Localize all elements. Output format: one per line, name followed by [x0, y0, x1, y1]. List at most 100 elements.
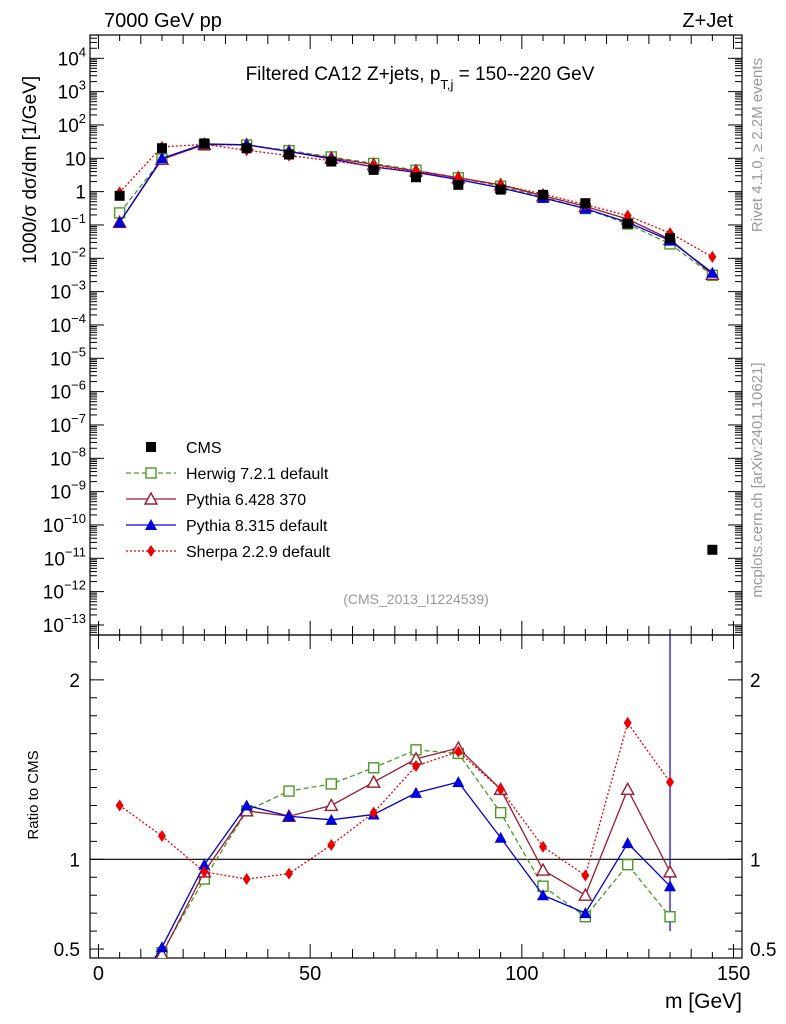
- header-left: 7000 GeV pp: [104, 10, 222, 32]
- ratio-point-herwig: [664, 911, 676, 923]
- ratio-line-pythia6: [158, 747, 671, 958]
- ratio-point-pythia8: [452, 776, 465, 788]
- y-tick-label: 10−1: [50, 211, 86, 237]
- ratio-point-herwig: [325, 778, 338, 790]
- ratio-point-sherpa: [623, 716, 632, 729]
- ratio-y-tick-label-right: 2: [750, 671, 761, 692]
- data-point-cms: [453, 179, 464, 190]
- main-title: Filtered CA12 Z+jets, pT,j = 150--220 Ge…: [246, 64, 595, 92]
- ratio-point-sherpa: [454, 745, 463, 758]
- rivet-label: Rivet 4.1.0, ≥ 2.2M events: [749, 58, 766, 232]
- x-tick-labels: 0 50 100 150: [93, 963, 750, 985]
- legend-item-pythia8: Pythia 8.315 default: [126, 518, 328, 535]
- ratio-y-axis-label: Ratio to CMS: [25, 750, 42, 839]
- ratio-point-pythia8: [621, 837, 634, 849]
- ratio-point-pythia8: [579, 907, 592, 919]
- data-point-cms: [241, 143, 252, 154]
- ratio-point-sherpa: [666, 776, 675, 789]
- ratio-point-pythia6: [662, 864, 678, 878]
- ratio-y-tick-label-left: 0.5: [54, 940, 80, 961]
- ratio-point-pythia8: [240, 799, 253, 811]
- x-tick-label: 100: [505, 963, 538, 985]
- ratio-y-tick-label-right: 1: [750, 850, 761, 871]
- data-point-cms: [665, 233, 676, 244]
- ratio-axis-ticks: [90, 635, 742, 958]
- y-tick-label: 10−12: [43, 578, 86, 604]
- ratio-series-group: [115, 635, 678, 958]
- legend-marker-pythia6: [143, 491, 159, 505]
- series-cms: [114, 138, 718, 555]
- ratio-point-pythia8: [325, 813, 338, 825]
- data-point-cms: [538, 189, 549, 200]
- legend-item-pythia6: Pythia 6.428 370: [126, 491, 306, 509]
- ratio-point-pythia6: [324, 798, 339, 812]
- x-tick-label: 50: [299, 963, 321, 985]
- ratio-point-pythia8: [494, 831, 507, 843]
- ratio-series-herwig: [153, 744, 676, 958]
- mcplots-label: mcplots.cern.ch [arXiv:2401.10621]: [749, 362, 766, 597]
- y-tick-label: 104: [58, 44, 86, 70]
- main-y-tick-labels: 10410310210110−110−210−310−410−510−610−7…: [43, 44, 86, 637]
- ratio-series-pythia8: [153, 776, 677, 958]
- legend-label-cms: CMS: [186, 440, 222, 457]
- ratio-point-sherpa: [200, 865, 209, 878]
- legend-marker-pythia8: [145, 519, 157, 530]
- ratio-clip-group: [115, 635, 678, 958]
- ratio-line-pythia8: [153, 781, 671, 958]
- y-tick-label: 1: [75, 183, 86, 204]
- y-tick-label: 10−9: [50, 478, 86, 504]
- y-tick-label: 10−11: [44, 544, 86, 570]
- ratio-y-tick-label-right: 0.5: [750, 940, 776, 961]
- ratio-point-sherpa: [242, 873, 251, 886]
- ratio-point-pythia8: [282, 810, 295, 822]
- data-point-cms: [368, 164, 379, 175]
- ratio-line-sherpa: [119, 721, 671, 880]
- ratio-point-herwig: [283, 785, 295, 797]
- ratio-y-tick-label-left: 1: [69, 850, 80, 871]
- y-tick-label: 10−3: [50, 278, 86, 304]
- ratio-point-sherpa: [327, 838, 336, 851]
- data-point-pythia8: [706, 266, 719, 278]
- y-tick-label: 10−2: [50, 244, 86, 270]
- ratio-point-pythia6: [155, 946, 169, 958]
- series-line-herwig: [119, 144, 713, 276]
- y-tick-label: 10−8: [50, 444, 86, 470]
- ratio-point-herwig: [367, 762, 380, 774]
- y-tick-label: 10: [65, 149, 86, 170]
- legend-marker-herwig: [145, 467, 157, 479]
- ratio-point-sherpa: [157, 829, 166, 842]
- ratio-point-sherpa: [496, 783, 505, 796]
- y-tick-label: 103: [58, 78, 86, 104]
- data-point-cms: [411, 172, 421, 183]
- legend-label-pythia8: Pythia 8.315 default: [186, 518, 328, 535]
- y-tick-label: 10−6: [50, 378, 86, 404]
- data-point-sherpa: [708, 250, 717, 263]
- legend-item-cms: CMS: [146, 440, 222, 457]
- legend-item-sherpa: Sherpa 2.2.9 default: [126, 544, 331, 561]
- ratio-y-tick-label-left: 2: [69, 671, 80, 692]
- ratio-point-sherpa: [284, 867, 293, 880]
- ratio-point-pythia6: [578, 887, 593, 901]
- x-axis-label: m [GeV]: [665, 990, 742, 1013]
- data-point-cms: [199, 138, 210, 149]
- data-point-cms: [114, 190, 125, 201]
- data-point-cms: [156, 143, 167, 154]
- y-tick-label: 10−10: [43, 511, 86, 537]
- data-point-cms: [580, 198, 591, 209]
- ratio-point-pythia8: [410, 786, 422, 798]
- x-tick-label: 0: [93, 963, 104, 985]
- ratio-point-pythia8: [537, 889, 550, 901]
- ratio-point-sherpa: [115, 799, 124, 812]
- ratio-line-herwig: [153, 749, 671, 958]
- y-tick-label: 10−13: [43, 611, 86, 637]
- legend-label-pythia6: Pythia 6.428 370: [186, 492, 306, 509]
- legend-label-sherpa: Sherpa 2.2.9 default: [186, 544, 331, 561]
- ratio-point-sherpa: [412, 759, 420, 772]
- ratio-point-sherpa: [369, 806, 378, 819]
- ratio-tick-labels: 0.5 1 2 0.5 1 2: [54, 671, 777, 961]
- data-point-cms: [622, 218, 633, 229]
- data-point-pythia8: [113, 216, 126, 228]
- ratio-point-sherpa: [539, 840, 548, 853]
- x-tick-label: 150: [717, 963, 750, 985]
